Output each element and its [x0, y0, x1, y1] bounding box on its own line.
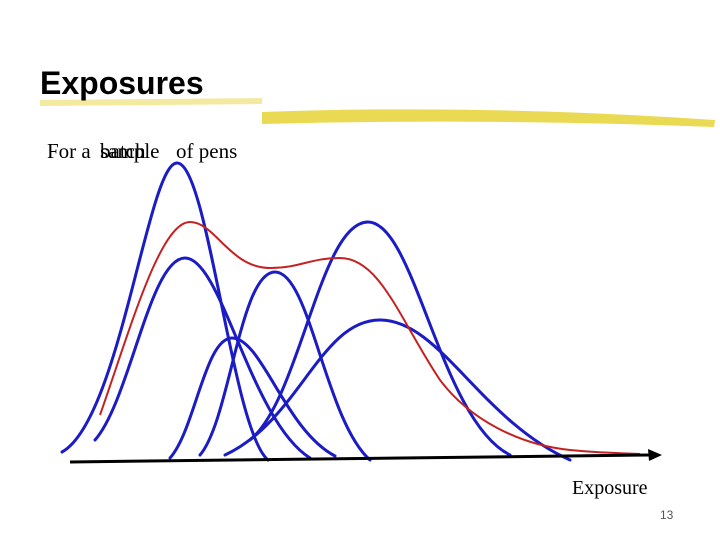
axis-line [69, 453, 651, 464]
page-number: 13 [660, 508, 674, 522]
curve [168, 336, 337, 460]
axis-arrow [648, 449, 662, 461]
highlight-stroke [262, 109, 715, 127]
subtitle-lead: For a [47, 139, 91, 163]
subtitle-tail: of pens [176, 139, 237, 163]
curve [223, 318, 572, 462]
subtitle-word: sample [100, 139, 159, 163]
curve [93, 256, 312, 460]
curve [248, 220, 512, 457]
subtitle-word: batch [100, 139, 146, 163]
sum-curve [99, 220, 641, 455]
axis-label: Exposure [572, 477, 648, 499]
highlight-stroke-start [40, 98, 262, 106]
title: Exposures [40, 65, 204, 101]
curve [60, 161, 270, 462]
curve [198, 270, 372, 462]
